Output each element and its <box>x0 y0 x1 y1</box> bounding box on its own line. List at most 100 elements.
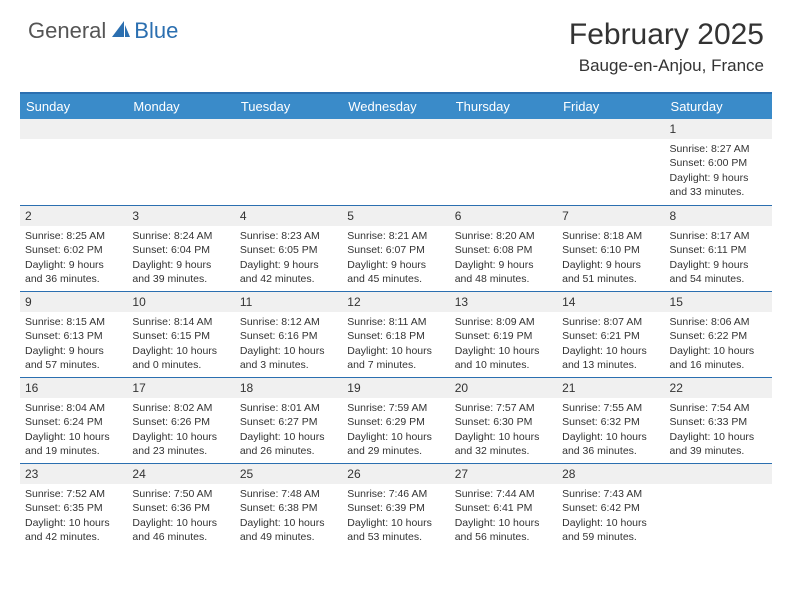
day-cell: 9Sunrise: 8:15 AMSunset: 6:13 PMDaylight… <box>20 292 127 377</box>
sunset-text: Sunset: 6:11 PM <box>670 243 767 257</box>
day-cell: 15Sunrise: 8:06 AMSunset: 6:22 PMDayligh… <box>665 292 772 377</box>
day-cell: 22Sunrise: 7:54 AMSunset: 6:33 PMDayligh… <box>665 378 772 463</box>
dow-cell: Saturday <box>665 94 772 119</box>
day-number: 23 <box>20 464 127 484</box>
day-cell: 17Sunrise: 8:02 AMSunset: 6:26 PMDayligh… <box>127 378 234 463</box>
day-number: 4 <box>235 206 342 226</box>
day-cell: 6Sunrise: 8:20 AMSunset: 6:08 PMDaylight… <box>450 206 557 291</box>
day-number <box>665 464 772 484</box>
day-cell: 27Sunrise: 7:44 AMSunset: 6:41 PMDayligh… <box>450 464 557 549</box>
day-number: 16 <box>20 378 127 398</box>
daylight-text: Daylight: 10 hours and 59 minutes. <box>562 516 659 544</box>
daylight-text: Daylight: 9 hours and 39 minutes. <box>132 258 229 286</box>
sunset-text: Sunset: 6:19 PM <box>455 329 552 343</box>
day-number: 19 <box>342 378 449 398</box>
daylight-text: Daylight: 10 hours and 23 minutes. <box>132 430 229 458</box>
daylight-text: Daylight: 10 hours and 36 minutes. <box>562 430 659 458</box>
day-cell: 19Sunrise: 7:59 AMSunset: 6:29 PMDayligh… <box>342 378 449 463</box>
sunrise-text: Sunrise: 8:18 AM <box>562 229 659 243</box>
daylight-text: Daylight: 9 hours and 54 minutes. <box>670 258 767 286</box>
sunrise-text: Sunrise: 7:57 AM <box>455 401 552 415</box>
sunrise-text: Sunrise: 7:43 AM <box>562 487 659 501</box>
day-cell <box>450 119 557 205</box>
daylight-text: Daylight: 10 hours and 3 minutes. <box>240 344 337 372</box>
day-cell: 25Sunrise: 7:48 AMSunset: 6:38 PMDayligh… <box>235 464 342 549</box>
day-cell: 28Sunrise: 7:43 AMSunset: 6:42 PMDayligh… <box>557 464 664 549</box>
day-cell: 7 Sunrise: 8:18 AMSunset: 6:10 PMDaylight… <box>557 206 664 291</box>
day-number: 26 <box>342 464 449 484</box>
daylight-text: Daylight: 10 hours and 10 minutes. <box>455 344 552 372</box>
sunset-text: Sunset: 6:33 PM <box>670 415 767 429</box>
day-cell <box>665 464 772 549</box>
sunrise-text: Sunrise: 7:48 AM <box>240 487 337 501</box>
day-cell <box>342 119 449 205</box>
sunrise-text: Sunrise: 8:07 AM <box>562 315 659 329</box>
day-number: 1 <box>665 119 772 139</box>
daylight-text: Daylight: 9 hours and 48 minutes. <box>455 258 552 286</box>
sunrise-text: Sunrise: 7:44 AM <box>455 487 552 501</box>
sunrise-text: Sunrise: 8:24 AM <box>132 229 229 243</box>
day-cell: 26Sunrise: 7:46 AMSunset: 6:39 PMDayligh… <box>342 464 449 549</box>
day-number: 20 <box>450 378 557 398</box>
dow-cell: Wednesday <box>342 94 449 119</box>
day-cell: 4Sunrise: 8:23 AMSunset: 6:05 PMDaylight… <box>235 206 342 291</box>
dow-cell: Tuesday <box>235 94 342 119</box>
sunrise-text: Sunrise: 8:11 AM <box>347 315 444 329</box>
day-cell: 23Sunrise: 7:52 AMSunset: 6:35 PMDayligh… <box>20 464 127 549</box>
day-number: 15 <box>665 292 772 312</box>
day-number: 7 <box>557 206 664 226</box>
day-cell: 1Sunrise: 8:27 AMSunset: 6:00 PMDaylight… <box>665 119 772 205</box>
sunset-text: Sunset: 6:16 PM <box>240 329 337 343</box>
daylight-text: Daylight: 10 hours and 13 minutes. <box>562 344 659 372</box>
daylight-text: Daylight: 10 hours and 16 minutes. <box>670 344 767 372</box>
calendar: SundayMondayTuesdayWednesdayThursdayFrid… <box>20 92 772 549</box>
sunset-text: Sunset: 6:21 PM <box>562 329 659 343</box>
day-cell: 5Sunrise: 8:21 AMSunset: 6:07 PMDaylight… <box>342 206 449 291</box>
logo-text-blue: Blue <box>134 18 178 44</box>
daylight-text: Daylight: 10 hours and 46 minutes. <box>132 516 229 544</box>
dow-cell: Thursday <box>450 94 557 119</box>
day-number <box>127 119 234 139</box>
sunset-text: Sunset: 6:24 PM <box>25 415 122 429</box>
day-number: 14 <box>557 292 664 312</box>
daylight-text: Daylight: 10 hours and 49 minutes. <box>240 516 337 544</box>
daylight-text: Daylight: 10 hours and 19 minutes. <box>25 430 122 458</box>
sunrise-text: Sunrise: 8:25 AM <box>25 229 122 243</box>
day-number: 8 <box>665 206 772 226</box>
sunrise-text: Sunrise: 8:06 AM <box>670 315 767 329</box>
sunset-text: Sunset: 6:10 PM <box>562 243 659 257</box>
daylight-text: Daylight: 10 hours and 42 minutes. <box>25 516 122 544</box>
day-number: 11 <box>235 292 342 312</box>
sunrise-text: Sunrise: 7:59 AM <box>347 401 444 415</box>
daylight-text: Daylight: 10 hours and 26 minutes. <box>240 430 337 458</box>
week-row: 9Sunrise: 8:15 AMSunset: 6:13 PMDaylight… <box>20 291 772 377</box>
daylight-text: Daylight: 9 hours and 45 minutes. <box>347 258 444 286</box>
sunset-text: Sunset: 6:13 PM <box>25 329 122 343</box>
daylight-text: Daylight: 10 hours and 56 minutes. <box>455 516 552 544</box>
day-number <box>342 119 449 139</box>
sunrise-text: Sunrise: 8:17 AM <box>670 229 767 243</box>
sunrise-text: Sunrise: 8:15 AM <box>25 315 122 329</box>
day-cell <box>20 119 127 205</box>
week-row: 1Sunrise: 8:27 AMSunset: 6:00 PMDaylight… <box>20 119 772 205</box>
day-number: 12 <box>342 292 449 312</box>
dow-cell: Friday <box>557 94 664 119</box>
daylight-text: Daylight: 9 hours and 51 minutes. <box>562 258 659 286</box>
daylight-text: Daylight: 10 hours and 53 minutes. <box>347 516 444 544</box>
location-label: Bauge-en-Anjou, France <box>569 56 764 76</box>
sunset-text: Sunset: 6:29 PM <box>347 415 444 429</box>
daylight-text: Daylight: 9 hours and 36 minutes. <box>25 258 122 286</box>
sunrise-text: Sunrise: 8:02 AM <box>132 401 229 415</box>
day-cell: 14 Sunrise: 8:07 AMSunset: 6:21 PMDayligh… <box>557 292 664 377</box>
day-number <box>450 119 557 139</box>
day-cell: 24Sunrise: 7:50 AMSunset: 6:36 PMDayligh… <box>127 464 234 549</box>
day-cell: 2Sunrise: 8:25 AMSunset: 6:02 PMDaylight… <box>20 206 127 291</box>
day-cell <box>557 119 664 205</box>
sunset-text: Sunset: 6:27 PM <box>240 415 337 429</box>
day-cell: 10Sunrise: 8:14 AMSunset: 6:15 PMDayligh… <box>127 292 234 377</box>
sail-icon <box>110 19 132 44</box>
sunrise-text: Sunrise: 8:01 AM <box>240 401 337 415</box>
day-cell <box>127 119 234 205</box>
day-number: 6 <box>450 206 557 226</box>
sunrise-text: Sunrise: 7:50 AM <box>132 487 229 501</box>
